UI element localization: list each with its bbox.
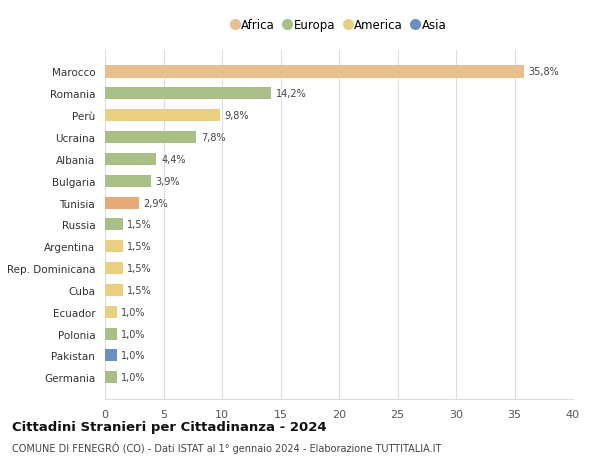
Text: Cittadini Stranieri per Cittadinanza - 2024: Cittadini Stranieri per Cittadinanza - 2…	[12, 420, 326, 433]
Bar	[105, 219, 122, 231]
Text: 4,4%: 4,4%	[161, 155, 185, 164]
Legend: Africa, Europa, America, Asia: Africa, Europa, America, Asia	[227, 15, 451, 37]
Text: 14,2%: 14,2%	[276, 89, 307, 99]
Bar	[105, 132, 196, 144]
Bar	[105, 110, 220, 122]
Text: 1,0%: 1,0%	[121, 351, 146, 361]
Bar	[105, 153, 157, 166]
Bar	[105, 284, 122, 297]
Text: 2,9%: 2,9%	[143, 198, 168, 208]
Text: 1,5%: 1,5%	[127, 242, 152, 252]
Bar	[105, 328, 116, 340]
Bar	[105, 88, 271, 100]
Bar	[105, 67, 524, 78]
Text: 35,8%: 35,8%	[529, 67, 559, 77]
Text: 7,8%: 7,8%	[201, 133, 226, 143]
Bar	[105, 350, 116, 362]
Text: 1,0%: 1,0%	[121, 307, 146, 317]
Bar	[105, 371, 116, 383]
Bar	[105, 263, 122, 274]
Bar	[105, 241, 122, 253]
Bar	[105, 175, 151, 187]
Text: 3,9%: 3,9%	[155, 176, 180, 186]
Text: 9,8%: 9,8%	[224, 111, 249, 121]
Text: 1,5%: 1,5%	[127, 220, 152, 230]
Bar	[105, 306, 116, 318]
Text: 1,5%: 1,5%	[127, 263, 152, 274]
Text: 1,5%: 1,5%	[127, 285, 152, 295]
Bar	[105, 197, 139, 209]
Text: COMUNE DI FENEGRÒ (CO) - Dati ISTAT al 1° gennaio 2024 - Elaborazione TUTTITALIA: COMUNE DI FENEGRÒ (CO) - Dati ISTAT al 1…	[12, 441, 442, 453]
Text: 1,0%: 1,0%	[121, 329, 146, 339]
Text: 1,0%: 1,0%	[121, 373, 146, 382]
